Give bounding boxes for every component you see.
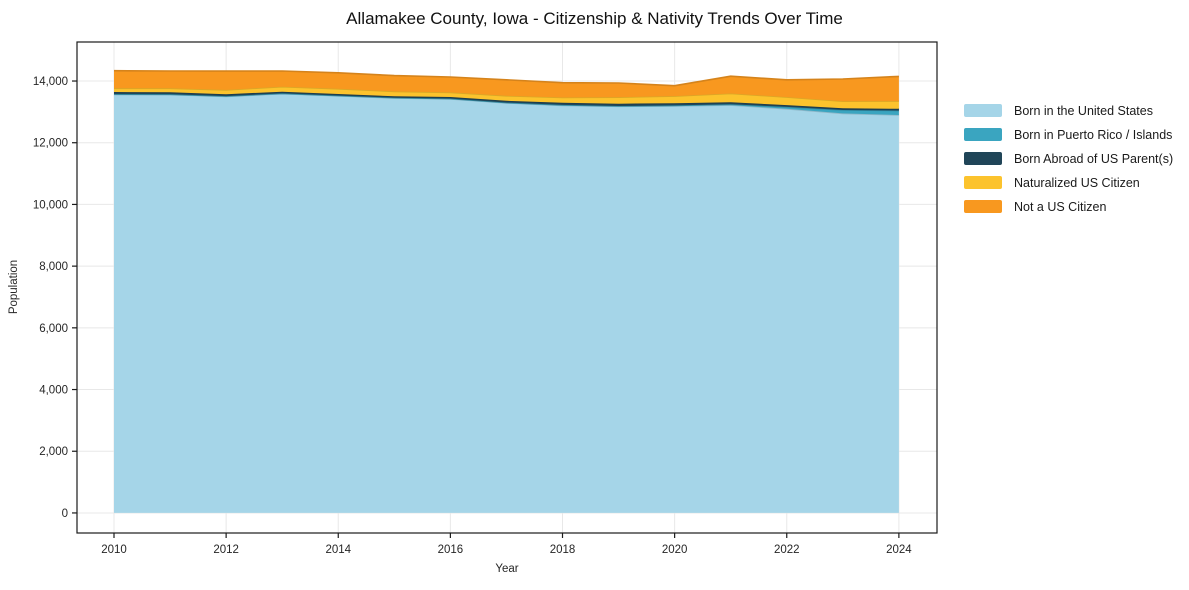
y-tick-label: 2,000 — [39, 446, 68, 458]
x-tick-label: 2018 — [550, 544, 576, 556]
x-tick-label: 2016 — [438, 544, 464, 556]
x-tick-label: 2010 — [101, 544, 127, 556]
legend-label-not-citizen: Not a US Citizen — [1014, 199, 1107, 214]
legend-swatch-born-abroad — [964, 152, 1002, 165]
y-tick-label: 6,000 — [39, 323, 68, 335]
y-tick-label: 10,000 — [33, 199, 68, 211]
x-tick-label: 2012 — [213, 544, 239, 556]
legend-label-puerto-rico: Born in Puerto Rico / Islands — [1014, 127, 1173, 142]
area-edge-not-a-us-citizen — [113, 69, 899, 87]
legend-swatch-born-us — [964, 104, 1002, 117]
x-tick-label: 2022 — [774, 544, 800, 556]
legend: Born in the United States Born in Puerto… — [964, 104, 1173, 224]
y-axis-label: Population — [8, 259, 20, 315]
y-tick-label: 4,000 — [39, 385, 68, 397]
x-tick-label: 2020 — [662, 544, 688, 556]
legend-label-born-abroad: Born Abroad of US Parent(s) — [1014, 151, 1174, 166]
y-tick-label: 14,000 — [33, 76, 68, 88]
legend-item-born-abroad: Born Abroad of US Parent(s) — [964, 151, 1174, 166]
legend-item-born-us: Born in the United States — [964, 103, 1173, 118]
x-tick-label: 2024 — [886, 544, 912, 556]
chart-title: Allamakee County, Iowa - Citizenship & N… — [346, 9, 843, 28]
x-axis-label: Year — [495, 563, 519, 575]
area-born-in-the-united-states — [114, 93, 899, 513]
legend-label-born-us: Born in the United States — [1014, 103, 1153, 118]
legend-label-naturalized: Naturalized US Citizen — [1014, 175, 1140, 190]
legend-swatch-puerto-rico — [964, 128, 1002, 141]
y-tick-label: 8,000 — [39, 261, 68, 273]
legend-item-puerto-rico: Born in Puerto Rico / Islands — [964, 127, 1173, 142]
legend-item-naturalized: Naturalized US Citizen — [964, 175, 1173, 190]
axes-spines — [76, 41, 938, 534]
area-naturalized-us-citizen — [114, 86, 899, 109]
legend-swatch-naturalized — [964, 176, 1002, 189]
y-tick-label: 0 — [62, 508, 68, 520]
legend-item-not-citizen: Not a US Citizen — [964, 199, 1173, 214]
legend-swatch-not-citizen — [964, 200, 1002, 213]
x-tick-label: 2014 — [325, 544, 351, 556]
y-tick-label: 12,000 — [33, 138, 68, 150]
area-not-a-us-citizen — [114, 70, 899, 102]
